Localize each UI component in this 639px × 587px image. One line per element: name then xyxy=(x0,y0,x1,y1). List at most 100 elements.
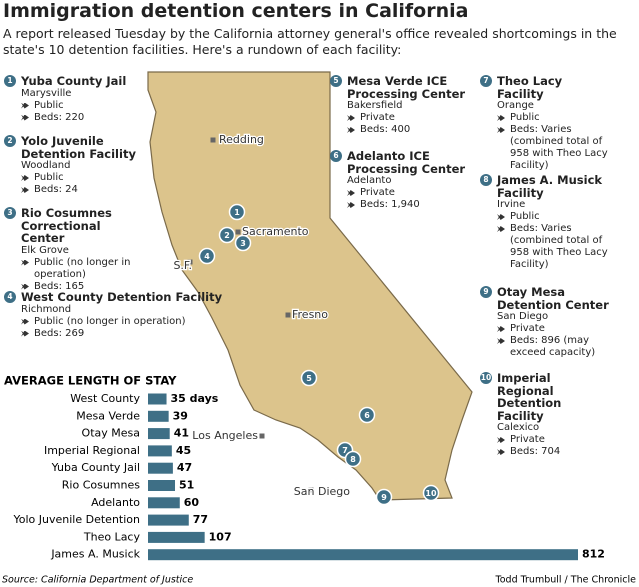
facility-city: Calexico xyxy=(497,422,540,433)
facility-name: 5 Mesa Verde ICE Processing Center xyxy=(330,75,475,100)
facility-name: 10 Imperial Regional Detention Facility xyxy=(480,371,562,423)
facility-type: Private xyxy=(330,187,475,199)
facility-number: 1 xyxy=(4,75,16,87)
value-label: 41 xyxy=(174,427,189,440)
facility-type: Public xyxy=(480,211,610,223)
facility-name: 8 James A. Musick Facility xyxy=(480,174,610,199)
bar xyxy=(148,497,180,509)
facility-type: Public (no longer in operation) xyxy=(4,257,144,281)
facility-number: 7 xyxy=(480,75,492,87)
facility-name: 3 Rio Cosumnes Correctional Center xyxy=(4,207,144,245)
facility-entry: 3 Rio Cosumnes Correctional Center Elk Gro… xyxy=(4,207,144,293)
facility-city: Orange xyxy=(497,100,534,111)
map-marker-number: 2 xyxy=(224,231,230,240)
facility-beds: Beds: 704 xyxy=(480,446,610,458)
facility-beds: Beds: Varies (combined total of 958 with… xyxy=(480,124,610,172)
facility-beds: Beds: Varies (combined total of 958 with… xyxy=(480,223,610,271)
facility-city: Woodland xyxy=(21,160,71,171)
map-marker-number: 6 xyxy=(364,411,370,420)
value-label: 51 xyxy=(179,479,194,492)
facility-number: 2 xyxy=(4,135,16,147)
city-dot xyxy=(235,229,241,235)
map-marker-number: 8 xyxy=(350,455,356,464)
facility-entry: 10 Imperial Regional Detention Facility Ca… xyxy=(480,372,610,458)
facility-name: 2 Yolo Juvenile Detention Facility xyxy=(4,135,144,160)
bar xyxy=(148,410,169,422)
facility-type: Public xyxy=(480,112,610,124)
facility-type: Public xyxy=(4,172,144,184)
bar xyxy=(148,462,173,474)
facility-city: Bakersfield xyxy=(347,100,403,111)
facility-entry: 6 Adelanto ICE Processing Center Adelanto P… xyxy=(330,150,475,211)
bar xyxy=(148,393,167,405)
category-label: West County xyxy=(70,392,140,405)
city-label: Los Angeles xyxy=(192,429,258,442)
facility-city: Irvine xyxy=(497,199,526,210)
city-label: Sacramento xyxy=(242,225,309,238)
facility-entry: 4 West County Detention Facility Richmond P… xyxy=(4,291,304,340)
map-marker xyxy=(198,247,216,265)
value-label: 77 xyxy=(193,513,208,526)
facility-entry: 7 Theo Lacy Facility Orange Public Beds: Var… xyxy=(480,75,610,172)
facility-beds: Beds: 896 (may exceed capacity) xyxy=(480,335,610,359)
map-marker-number: 10 xyxy=(425,489,437,498)
map-marker xyxy=(358,406,376,424)
map-marker-number: 7 xyxy=(342,446,348,455)
facility-number: 8 xyxy=(480,174,492,186)
category-label: Otay Mesa xyxy=(82,427,140,440)
map-marker xyxy=(344,450,362,468)
value-label: 60 xyxy=(184,496,200,509)
category-label: Imperial Regional xyxy=(44,444,140,457)
facility-number: 6 xyxy=(330,150,342,162)
facility-type: Private xyxy=(330,112,475,124)
category-label: Adelanto xyxy=(91,496,140,509)
value-label: 812 xyxy=(582,548,605,561)
category-label: Yuba County Jail xyxy=(51,461,140,474)
facility-number: 3 xyxy=(4,207,16,219)
category-label: Theo Lacy xyxy=(83,530,141,543)
facility-name: 9 Otay Mesa Detention Center xyxy=(480,286,610,311)
facility-entry: 2 Yolo Juvenile Detention Facility Woodlan… xyxy=(4,135,144,196)
facility-entry: 8 James A. Musick Facility Irvine Public Bed… xyxy=(480,174,610,271)
city-dot xyxy=(259,433,265,439)
facility-number: 10 xyxy=(480,372,492,384)
map-marker xyxy=(218,226,236,244)
facility-city: Richmond xyxy=(21,303,72,315)
facility-type: Public (no longer in operation) xyxy=(4,316,304,328)
california-map xyxy=(147,71,473,501)
facility-number: 5 xyxy=(330,75,342,87)
facility-type: Private xyxy=(480,434,610,446)
facility-type: Private xyxy=(480,323,610,335)
subtitle: A report released Tuesday by the Califor… xyxy=(3,26,617,57)
facility-number: 9 xyxy=(480,286,492,298)
bar xyxy=(148,445,172,457)
map-marker xyxy=(375,488,393,506)
facility-beds: Beds: 400 xyxy=(330,124,475,136)
bar xyxy=(148,514,189,526)
value-label: 107 xyxy=(209,530,232,543)
facility-beds: Beds: 269 xyxy=(4,328,304,340)
facility-name: 1 Yuba County Jail xyxy=(4,75,144,88)
map-marker xyxy=(300,369,318,387)
credit: Todd Trumbull / The Chronicle xyxy=(495,575,637,586)
facility-beds: Beds: 24 xyxy=(4,184,144,196)
facility-beds: Beds: 220 xyxy=(4,112,144,124)
category-label: Yolo Juvenile Detention xyxy=(13,513,141,526)
map-marker-number: 9 xyxy=(381,493,387,502)
map-marker xyxy=(228,203,246,221)
city-label: San Diego xyxy=(294,485,350,498)
chart-title: AVERAGE LENGTH OF STAY xyxy=(4,374,177,388)
facility-number: 4 xyxy=(4,291,16,303)
city-dot xyxy=(210,137,216,143)
facility-city: Elk Grove xyxy=(21,244,69,256)
category-label: Mesa Verde xyxy=(76,409,140,422)
facility-beds: Beds: 1,940 xyxy=(330,199,475,211)
bar xyxy=(148,428,170,440)
bar xyxy=(148,531,205,543)
title: Immigration detention centers in Califor… xyxy=(3,0,469,22)
value-label: 45 xyxy=(176,444,191,457)
map-marker xyxy=(234,234,252,252)
facility-entry: 9 Otay Mesa Detention Center San Diego Priv… xyxy=(480,286,610,359)
